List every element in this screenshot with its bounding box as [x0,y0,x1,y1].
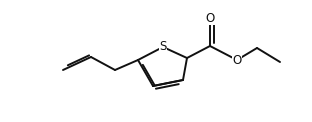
Text: S: S [159,41,167,54]
Text: O: O [205,11,215,25]
Text: O: O [232,54,241,66]
